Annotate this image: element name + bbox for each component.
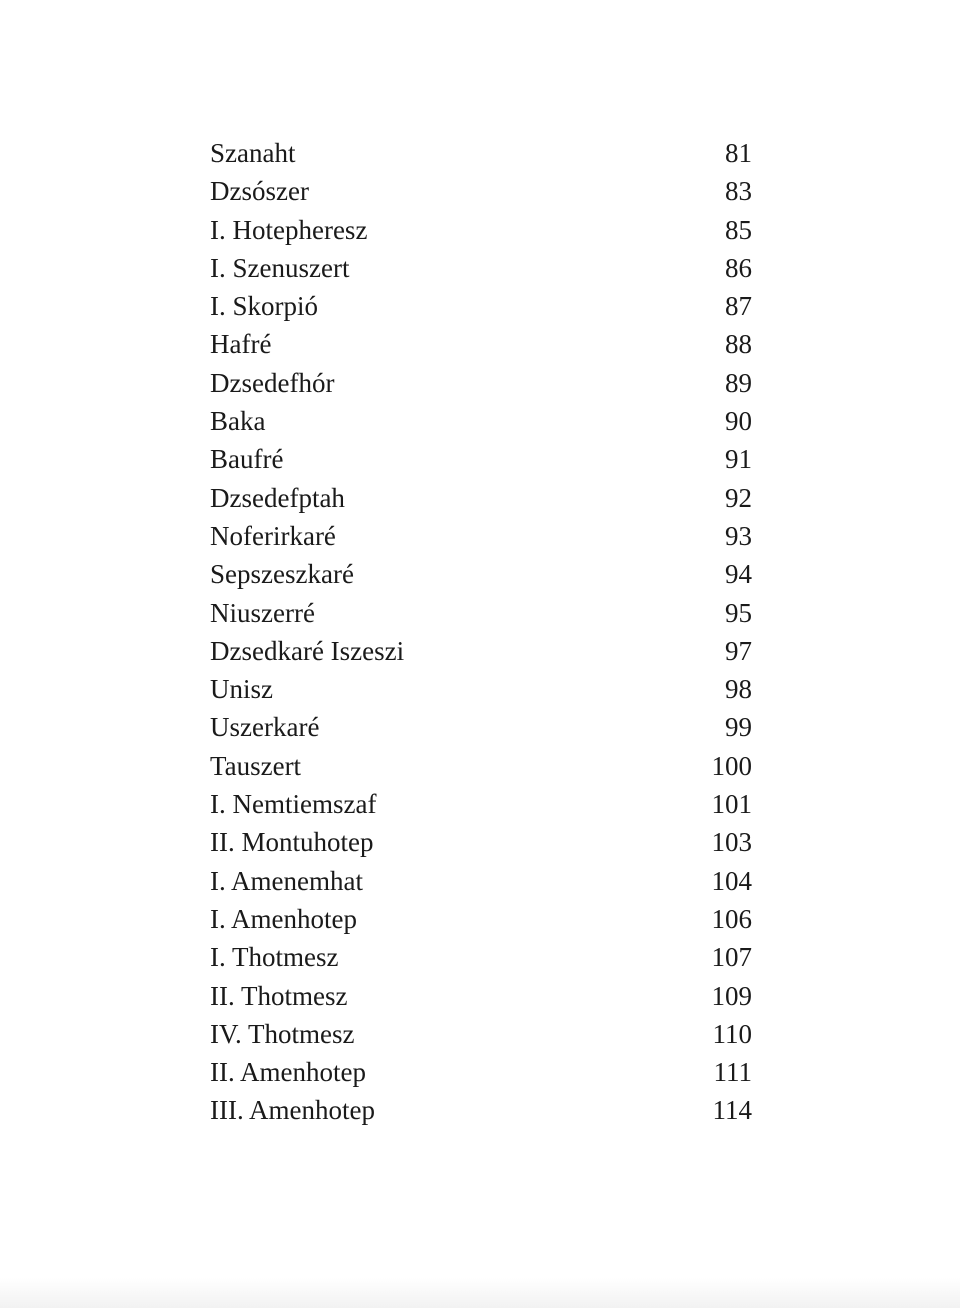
toc-entry-title: Szanaht [210, 138, 296, 168]
toc-entry: III. Amenhotep 114 [210, 1091, 752, 1129]
toc-entry-page-number: 83 [725, 176, 752, 207]
toc-entry: II. Montuhotep 103 [210, 823, 752, 861]
toc-entry-page-number: 109 [711, 980, 753, 1011]
toc-entry-page-number: 81 [725, 138, 752, 168]
toc-entry: Dzsószer 83 [210, 172, 752, 210]
toc-entry-title: Sepszeszkaré [210, 559, 354, 590]
toc-entry-title: Dzsószer [210, 176, 309, 207]
toc-entry-page-number: 97 [725, 635, 752, 666]
toc-entry: Baka 90 [210, 402, 752, 440]
toc-entry-title: I. Hotepheresz [210, 214, 368, 245]
toc-entry-title: Dzsedkaré Iszeszi [210, 635, 405, 666]
toc-entry-page-number: 92 [725, 482, 752, 513]
toc-entry: Dzsedefptah 92 [210, 479, 752, 517]
toc-entry: Dzsedefhór 89 [210, 364, 752, 402]
toc-entry-title: Tauszert [210, 750, 302, 781]
toc-entry-page-number: 86 [725, 252, 752, 283]
toc-entry-page-number: 98 [725, 674, 752, 705]
toc-entry-page-number: 85 [725, 214, 752, 245]
toc-entry-title: Unisz [210, 674, 273, 705]
toc-entry-page-number: 88 [725, 329, 752, 360]
toc-entry: Unisz 98 [210, 670, 752, 708]
toc-entry-title: II. Montuhotep [210, 827, 374, 858]
toc-entry-page-number: 103 [711, 827, 753, 858]
table-of-contents: Szanaht 81 Dzsószer 83 I. Hotepheresz 85 I. Sz… [210, 134, 752, 1130]
toc-entry-page-number: 100 [711, 750, 753, 781]
toc-entry-title: Dzsedefptah [210, 482, 345, 513]
toc-entry: Dzsedkaré Iszeszi 97 [210, 632, 752, 670]
toc-entry-title: Baka [210, 406, 266, 437]
toc-entry-title: I. Szenuszert [210, 252, 350, 283]
toc-entry-title: Hafré [210, 329, 272, 360]
toc-entry: I. Szenuszert 86 [210, 249, 752, 287]
toc-entry-title: III. Amenhotep [210, 1095, 375, 1126]
toc-entry-title: I. Thotmesz [210, 942, 339, 973]
toc-entry-page-number: 93 [725, 520, 752, 551]
toc-entry-page-number: 90 [725, 406, 752, 437]
toc-entry: IV. Thotmesz 110 [210, 1015, 752, 1053]
toc-entry: Uszerkaré 99 [210, 708, 752, 746]
toc-entry-title: Niuszerré [210, 597, 315, 628]
toc-entry-page-number: 107 [711, 942, 753, 973]
toc-entry-page-number: 110 [712, 1018, 753, 1049]
toc-entry-page-number: 114 [712, 1095, 753, 1126]
toc-entry-title: II. Amenhotep [210, 1057, 366, 1088]
toc-entry-page-number: 91 [725, 444, 752, 475]
toc-entry: Tauszert 100 [210, 747, 752, 785]
toc-entry-title: Baufré [210, 444, 284, 475]
toc-entry-title: IV. Thotmesz [210, 1018, 355, 1049]
toc-entry: Noferirkaré 93 [210, 517, 752, 555]
toc-entry-page-number: 89 [725, 367, 752, 398]
toc-entry-page-number: 87 [725, 291, 752, 322]
toc-entry-title: Dzsedefhór [210, 367, 335, 398]
toc-entry-title: I. Nemtiemszaf [210, 789, 377, 820]
toc-entry-page-number: 106 [711, 903, 753, 934]
toc-entry-title: I. Amenhotep [210, 903, 357, 934]
toc-entry: I. Hotepheresz 85 [210, 211, 752, 249]
page-edge-shadow [0, 1278, 960, 1308]
toc-entry: II. Thotmesz 109 [210, 977, 752, 1015]
toc-entry: Sepszeszkaré 94 [210, 555, 752, 593]
toc-entry: I. Skorpió 87 [210, 287, 752, 325]
toc-entry: I. Amenhotep 106 [210, 900, 752, 938]
toc-entry-title: II. Thotmesz [210, 980, 348, 1011]
toc-entry-page-number: 104 [711, 865, 753, 896]
toc-entry: Baufré 91 [210, 440, 752, 478]
toc-entry-page-number: 99 [725, 712, 752, 743]
toc-entry-page-number: 101 [711, 789, 753, 820]
toc-entry: Niuszerré 95 [210, 594, 752, 632]
toc-entry-title: I. Skorpió [210, 291, 318, 322]
toc-entry-title: Uszerkaré [210, 712, 320, 743]
toc-entry-title: I. Amenemhat [210, 865, 363, 896]
toc-entry: Szanaht 81 [210, 134, 752, 172]
toc-entry-page-number: 95 [725, 597, 752, 628]
toc-entry-page-number: 94 [725, 559, 752, 590]
toc-entry: I. Thotmesz 107 [210, 938, 752, 976]
toc-entry: II. Amenhotep 111 [210, 1053, 752, 1091]
toc-entry: I. Nemtiemszaf 101 [210, 785, 752, 823]
toc-entry: Hafré 88 [210, 325, 752, 363]
toc-entry: I. Amenemhat 104 [210, 862, 752, 900]
toc-entry-page-number: 111 [713, 1057, 753, 1088]
toc-entry-title: Noferirkaré [210, 520, 336, 551]
